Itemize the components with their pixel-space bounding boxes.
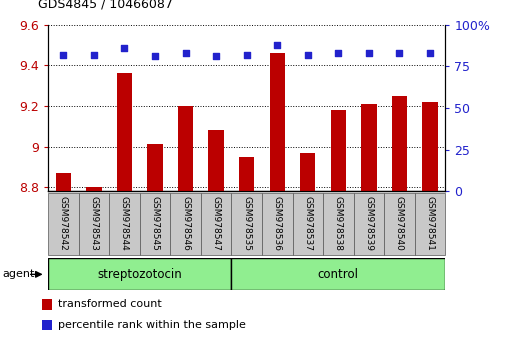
Point <box>425 50 433 56</box>
Point <box>334 50 342 56</box>
Text: GSM978542: GSM978542 <box>59 196 68 251</box>
Text: GSM978538: GSM978538 <box>333 196 342 251</box>
Bar <box>78 193 109 255</box>
Text: GDS4845 / 10466087: GDS4845 / 10466087 <box>38 0 173 11</box>
Bar <box>200 193 231 255</box>
Bar <box>231 258 444 290</box>
Text: GSM978544: GSM978544 <box>120 196 129 251</box>
Text: control: control <box>317 268 358 281</box>
Text: GSM978540: GSM978540 <box>394 196 403 251</box>
Text: percentile rank within the sample: percentile rank within the sample <box>58 320 246 330</box>
Bar <box>269 53 284 191</box>
Bar <box>322 193 353 255</box>
Bar <box>361 104 376 191</box>
Text: GSM978536: GSM978536 <box>272 196 281 251</box>
Bar <box>56 173 71 191</box>
Text: GSM978547: GSM978547 <box>211 196 220 251</box>
Point <box>120 45 128 51</box>
Bar <box>414 193 444 255</box>
Bar <box>231 193 262 255</box>
Bar <box>330 110 345 191</box>
Bar <box>178 106 193 191</box>
Bar <box>48 258 231 290</box>
Text: GSM978546: GSM978546 <box>181 196 190 251</box>
Bar <box>117 74 132 191</box>
Point <box>212 53 220 59</box>
Point <box>181 50 189 56</box>
Point <box>59 52 67 58</box>
Bar <box>147 144 162 191</box>
Bar <box>299 153 315 191</box>
Text: GSM978543: GSM978543 <box>89 196 98 251</box>
Point <box>90 52 98 58</box>
Bar <box>48 193 78 255</box>
Bar <box>86 187 102 191</box>
Bar <box>262 193 292 255</box>
Point <box>150 53 159 59</box>
Bar <box>292 193 322 255</box>
Bar <box>391 96 407 191</box>
Text: GSM978539: GSM978539 <box>364 196 373 251</box>
Point <box>273 42 281 47</box>
Text: agent: agent <box>3 269 35 279</box>
Point <box>242 52 250 58</box>
Point <box>394 50 402 56</box>
Point <box>364 50 372 56</box>
Text: GSM978541: GSM978541 <box>425 196 434 251</box>
Bar <box>109 193 139 255</box>
Bar <box>383 193 414 255</box>
Bar <box>170 193 200 255</box>
Text: GSM978545: GSM978545 <box>150 196 159 251</box>
Text: GSM978537: GSM978537 <box>302 196 312 251</box>
Bar <box>353 193 383 255</box>
Bar <box>238 157 254 191</box>
Bar <box>422 102 437 191</box>
Bar <box>42 299 52 309</box>
Text: streptozotocin: streptozotocin <box>97 268 182 281</box>
Bar <box>139 193 170 255</box>
Bar <box>208 130 223 191</box>
Bar <box>42 320 52 330</box>
Text: transformed count: transformed count <box>58 299 162 309</box>
Point <box>303 52 311 58</box>
Text: GSM978535: GSM978535 <box>242 196 250 251</box>
